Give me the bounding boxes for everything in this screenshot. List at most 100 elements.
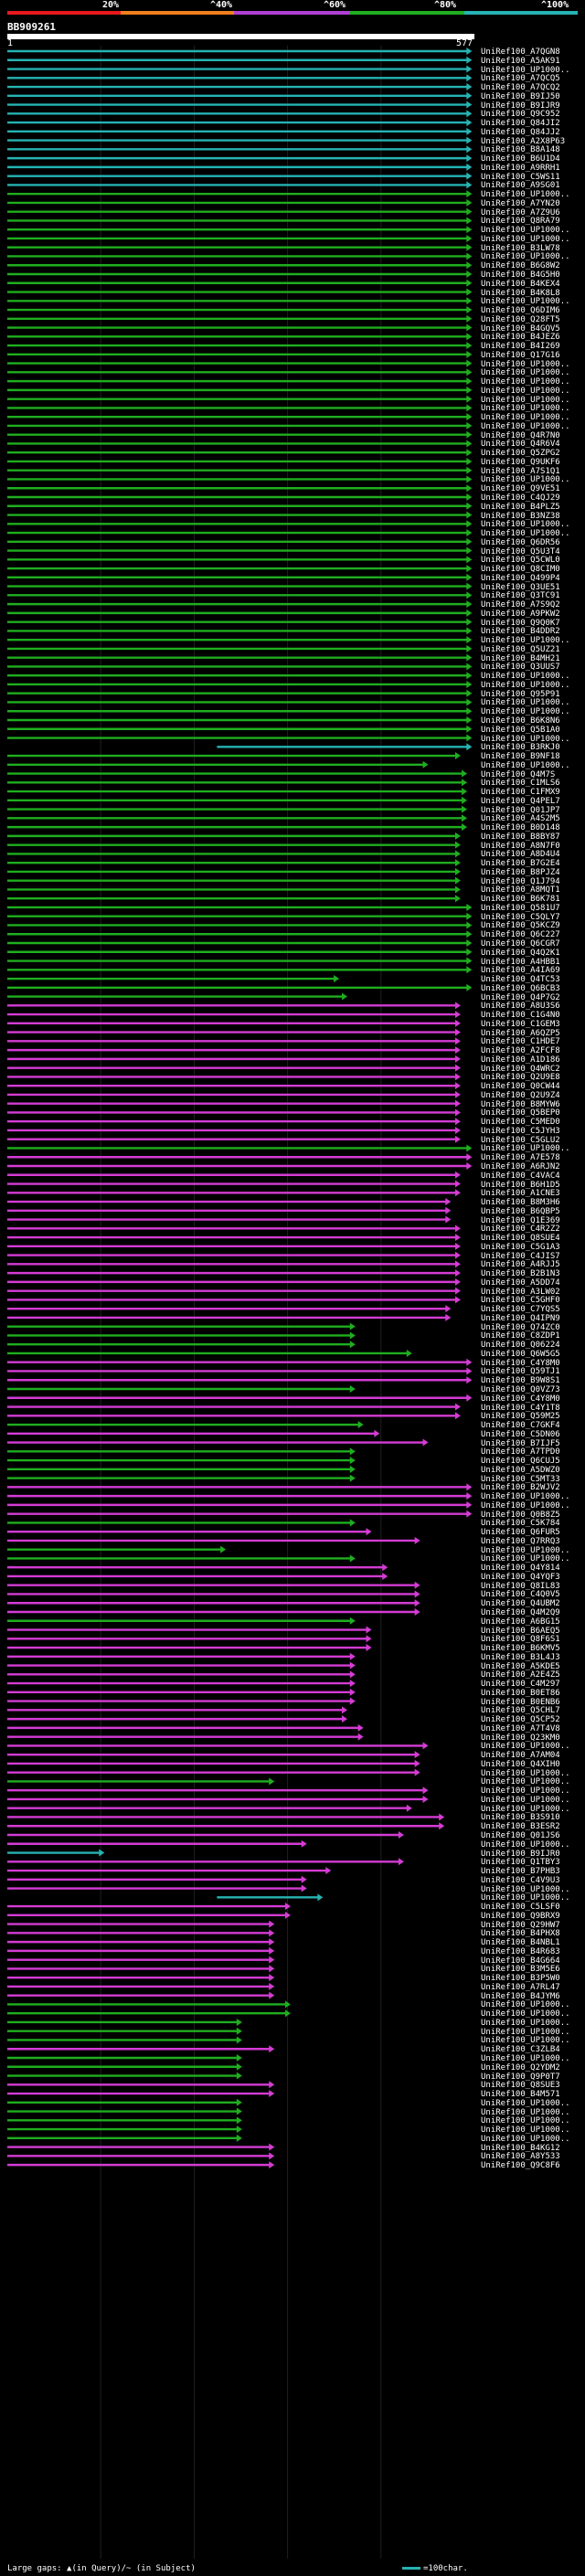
hit-row[interactable] <box>7 288 473 296</box>
hit-row[interactable] <box>7 421 473 429</box>
hit-row[interactable] <box>7 440 473 448</box>
hit-label[interactable]: UniRef100_B4JYM6 <box>481 1991 560 2001</box>
hit-row[interactable] <box>7 2027 242 2035</box>
hit-label[interactable]: UniRef100_C5MT33 <box>481 1474 560 1484</box>
hit-row[interactable] <box>7 1564 388 1572</box>
hit-label[interactable]: UniRef100_C8ZDP1 <box>481 1331 560 1341</box>
hit-label[interactable]: UniRef100_B8PJZ4 <box>481 867 560 877</box>
hit-row[interactable] <box>7 769 468 778</box>
hit-row[interactable] <box>7 1269 461 1277</box>
hit-row[interactable] <box>7 546 473 555</box>
hit-row[interactable] <box>7 475 473 483</box>
hit-row[interactable] <box>7 413 473 421</box>
hit-label[interactable]: UniRef100_UP1000.. <box>481 1144 570 1154</box>
hit-row[interactable] <box>7 1545 227 1553</box>
hit-row[interactable] <box>7 823 468 832</box>
hit-label[interactable]: UniRef100_Q9UKF6 <box>481 457 560 467</box>
hit-label[interactable]: UniRef100_A7AM04 <box>481 1751 560 1761</box>
hit-label[interactable]: UniRef100_B6K8N6 <box>481 716 560 726</box>
hit-row[interactable] <box>7 154 473 163</box>
hit-label[interactable]: UniRef100_UP1000.. <box>481 2054 570 2063</box>
hit-label[interactable]: UniRef100_Q4WRC2 <box>481 1064 560 1074</box>
hit-row[interactable] <box>7 1581 420 1589</box>
hit-row[interactable] <box>7 1412 461 1420</box>
hit-label[interactable]: UniRef100_Q84JJ2 <box>481 127 560 137</box>
hit-label[interactable]: UniRef100_A4S2M5 <box>481 814 560 824</box>
hit-label[interactable]: UniRef100_UP1000.. <box>481 65 570 75</box>
hit-row[interactable] <box>7 1644 372 1652</box>
hit-label[interactable]: UniRef100_UP1000.. <box>481 1893 570 1903</box>
hit-row[interactable] <box>7 1028 461 1036</box>
hit-row[interactable] <box>7 1242 461 1250</box>
hit-label[interactable]: UniRef100_C4Y8M0 <box>481 1394 560 1404</box>
hit-row[interactable] <box>7 1884 307 1892</box>
hit-row[interactable] <box>7 1795 429 1803</box>
hit-row[interactable] <box>7 502 473 510</box>
hit-row[interactable] <box>7 582 473 590</box>
hit-row[interactable] <box>7 1144 473 1152</box>
hit-row[interactable] <box>7 56 473 64</box>
hit-label[interactable]: UniRef100_UP1000.. <box>481 636 570 646</box>
hit-label[interactable]: UniRef100_A7S1Q1 <box>481 466 560 476</box>
hit-label[interactable]: UniRef100_UP1000.. <box>481 2000 570 2010</box>
hit-label[interactable]: UniRef100_Q8RA79 <box>481 217 560 227</box>
hit-row[interactable] <box>7 2134 242 2142</box>
hit-row[interactable] <box>7 975 340 983</box>
hit-label[interactable]: UniRef100_Q5U3T4 <box>481 546 560 557</box>
hit-row[interactable] <box>7 1839 307 1848</box>
hit-label[interactable]: UniRef100_Q5KCZ9 <box>481 921 560 931</box>
hit-label[interactable]: UniRef100_B4NBL1 <box>481 1938 560 1948</box>
hit-row[interactable] <box>7 529 473 537</box>
hit-row[interactable] <box>7 1929 275 1937</box>
hit-label[interactable]: UniRef100_B6G8W2 <box>481 261 560 271</box>
hit-row[interactable] <box>7 912 473 920</box>
hit-row[interactable] <box>7 2143 275 2151</box>
hit-row[interactable] <box>7 716 473 724</box>
hit-label[interactable]: UniRef100_Q23KM0 <box>481 1733 560 1743</box>
hit-row[interactable] <box>7 1974 275 1982</box>
hit-row[interactable] <box>7 119 473 127</box>
hit-label[interactable]: UniRef100_UP1000.. <box>481 2027 570 2037</box>
hit-label[interactable]: UniRef100_Q5ZPG2 <box>481 449 560 459</box>
hit-row[interactable] <box>7 627 473 635</box>
hit-label[interactable]: UniRef100_UP1000.. <box>481 1795 570 1805</box>
hit-row[interactable] <box>7 1626 372 1634</box>
hit-label[interactable]: UniRef100_Q4XIH0 <box>481 1759 560 1769</box>
hit-row[interactable] <box>7 2152 275 2160</box>
hit-label[interactable]: UniRef100_B4DDR2 <box>481 627 560 637</box>
hit-row[interactable] <box>7 698 473 706</box>
hit-row[interactable] <box>7 600 473 609</box>
hit-row[interactable] <box>7 1982 275 1990</box>
hit-label[interactable]: UniRef100_C7GKF4 <box>481 1421 560 1431</box>
hit-label[interactable]: UniRef100_UP1000.. <box>481 707 570 717</box>
hit-label[interactable]: UniRef100_A5KDE5 <box>481 1661 560 1671</box>
hit-row[interactable] <box>7 1528 372 1536</box>
hit-label[interactable]: UniRef100_Q17G16 <box>481 350 560 360</box>
hit-label[interactable]: UniRef100_Q74ZC0 <box>481 1322 560 1332</box>
hit-row[interactable] <box>7 859 461 867</box>
hit-label[interactable]: UniRef100_UP1000.. <box>481 404 570 414</box>
hit-label[interactable]: UniRef100_UP1000.. <box>481 2018 570 2028</box>
hit-label[interactable]: UniRef100_A7E578 <box>481 1153 560 1163</box>
hit-row[interactable] <box>7 511 473 519</box>
hit-row[interactable] <box>7 1385 356 1393</box>
hit-row[interactable] <box>7 127 473 135</box>
hit-row[interactable] <box>7 707 473 716</box>
hit-label[interactable]: UniRef100_Q9BRX9 <box>481 1911 560 1921</box>
hit-label[interactable]: UniRef100_Q9C952 <box>481 110 560 120</box>
hit-label[interactable]: UniRef100_A8Y533 <box>481 2152 560 2162</box>
hit-row[interactable] <box>7 1234 461 1242</box>
hit-row[interactable] <box>7 1519 356 1527</box>
hit-row[interactable] <box>7 653 473 662</box>
hit-label[interactable]: UniRef100_B4G664 <box>481 1956 560 1966</box>
hit-row[interactable] <box>7 1305 452 1313</box>
hit-label[interactable]: UniRef100_B3M5E6 <box>481 1965 560 1975</box>
hit-row[interactable] <box>7 198 473 207</box>
hit-label[interactable]: UniRef100_Q8SUE3 <box>481 2081 560 2091</box>
hit-row[interactable] <box>7 1331 356 1340</box>
hit-label[interactable]: UniRef100_Q28FT5 <box>481 314 560 324</box>
hit-label[interactable]: UniRef100_Q8F6S1 <box>481 1635 560 1645</box>
hit-label[interactable]: UniRef100_A8U3S6 <box>481 1002 560 1012</box>
hit-row[interactable] <box>7 1064 461 1072</box>
hit-row[interactable] <box>7 2098 242 2106</box>
